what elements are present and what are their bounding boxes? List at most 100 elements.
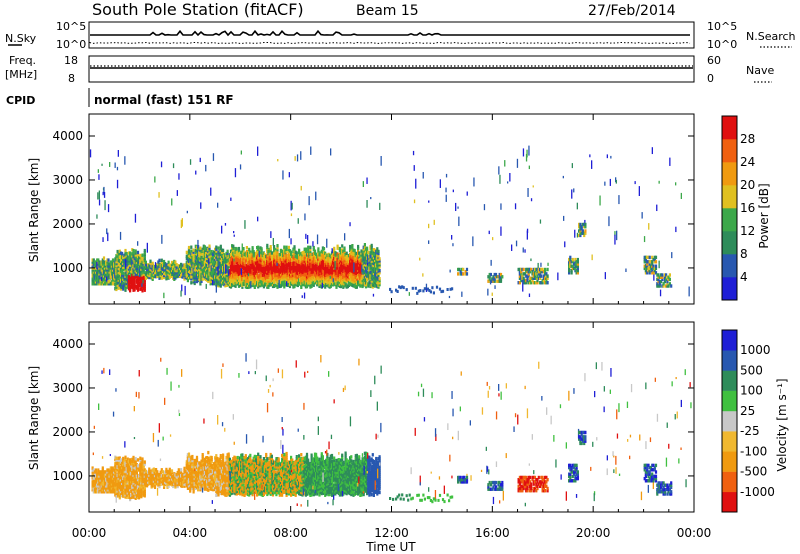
data-cell <box>263 275 267 279</box>
data-cell <box>138 276 141 280</box>
data-cell <box>111 282 115 286</box>
data-cell <box>111 278 115 282</box>
data-cell <box>417 289 420 293</box>
data-cell <box>102 256 106 260</box>
data-cell <box>532 272 535 276</box>
data-cell <box>530 198 533 202</box>
data-cell <box>174 266 177 270</box>
data-cell <box>212 282 216 286</box>
data-cell <box>303 292 306 299</box>
data-cell <box>372 279 375 283</box>
data-cell <box>413 199 416 204</box>
data-cell <box>232 258 235 262</box>
data-cell <box>132 455 135 460</box>
data-cell <box>190 259 193 263</box>
data-cell <box>104 266 107 270</box>
data-cell <box>296 269 299 274</box>
data-cell <box>349 274 352 278</box>
data-cell <box>207 267 210 271</box>
data-cell <box>127 285 130 289</box>
data-cell <box>262 265 265 269</box>
data-cell <box>309 251 312 256</box>
data-cell <box>526 230 528 240</box>
data-cell <box>433 219 435 225</box>
data-cell <box>535 272 538 276</box>
data-cell <box>303 277 306 281</box>
data-cell <box>200 263 203 268</box>
data-cell <box>217 256 220 260</box>
data-cell <box>300 185 302 191</box>
data-cell <box>143 254 146 259</box>
data-cell <box>267 263 270 268</box>
data-cell <box>233 269 236 274</box>
data-cell <box>143 286 146 290</box>
data-cell <box>205 164 207 172</box>
data-cell <box>198 265 201 269</box>
data-cell <box>290 238 292 245</box>
data-cell <box>219 274 222 278</box>
data-cell <box>122 456 125 461</box>
data-cell <box>526 276 529 280</box>
data-cell <box>244 283 247 287</box>
data-cell <box>97 272 100 276</box>
data-cell <box>126 471 129 475</box>
data-cell <box>191 270 194 274</box>
data-cell <box>370 197 372 200</box>
data-cell <box>305 275 309 279</box>
data-cell <box>141 483 144 487</box>
data-cell <box>445 194 447 202</box>
data-cell <box>124 254 127 259</box>
data-cell <box>326 263 329 267</box>
data-cell <box>653 273 655 281</box>
data-cell <box>114 489 117 493</box>
data-cell <box>141 261 144 265</box>
data-cell <box>109 282 112 286</box>
data-cell <box>465 272 469 276</box>
data-cell <box>653 257 656 262</box>
data-cell <box>191 264 194 268</box>
data-cell <box>236 270 239 274</box>
data-cell <box>197 270 200 275</box>
data-cell <box>173 267 176 272</box>
data-cell <box>270 269 273 273</box>
data-cell <box>260 249 263 253</box>
data-cell <box>355 281 358 285</box>
data-cell <box>276 249 279 254</box>
data-cell <box>101 264 104 268</box>
data-cell <box>177 268 180 272</box>
data-cell <box>126 275 129 279</box>
data-cell <box>591 160 593 169</box>
data-cell <box>249 254 252 258</box>
data-cell <box>236 278 239 282</box>
data-cell <box>652 264 655 268</box>
data-cell <box>193 281 196 286</box>
data-cell <box>339 284 343 289</box>
data-cell <box>396 290 399 293</box>
data-cell <box>124 495 127 499</box>
data-cell <box>283 253 286 257</box>
data-cell <box>357 244 360 249</box>
data-cell <box>126 489 129 493</box>
data-cell <box>144 473 147 477</box>
data-cell <box>118 275 121 279</box>
data-cell <box>303 255 306 259</box>
data-cell <box>579 229 582 233</box>
data-cell <box>160 258 163 262</box>
data-cell <box>94 276 98 280</box>
data-cell <box>414 286 417 290</box>
data-cell <box>148 473 151 477</box>
data-cell <box>660 279 663 284</box>
data-cell <box>194 270 197 274</box>
data-cell <box>185 262 188 266</box>
data-cell <box>235 247 238 251</box>
noise-traces <box>89 29 691 45</box>
data-cell <box>122 458 125 463</box>
data-cell <box>142 465 145 470</box>
data-cell <box>352 276 355 280</box>
data-cell <box>115 264 118 268</box>
data-cell <box>109 488 112 492</box>
data-cell <box>326 269 329 273</box>
data-cell <box>251 246 254 250</box>
data-cell <box>333 274 336 278</box>
data-cell <box>212 153 215 161</box>
